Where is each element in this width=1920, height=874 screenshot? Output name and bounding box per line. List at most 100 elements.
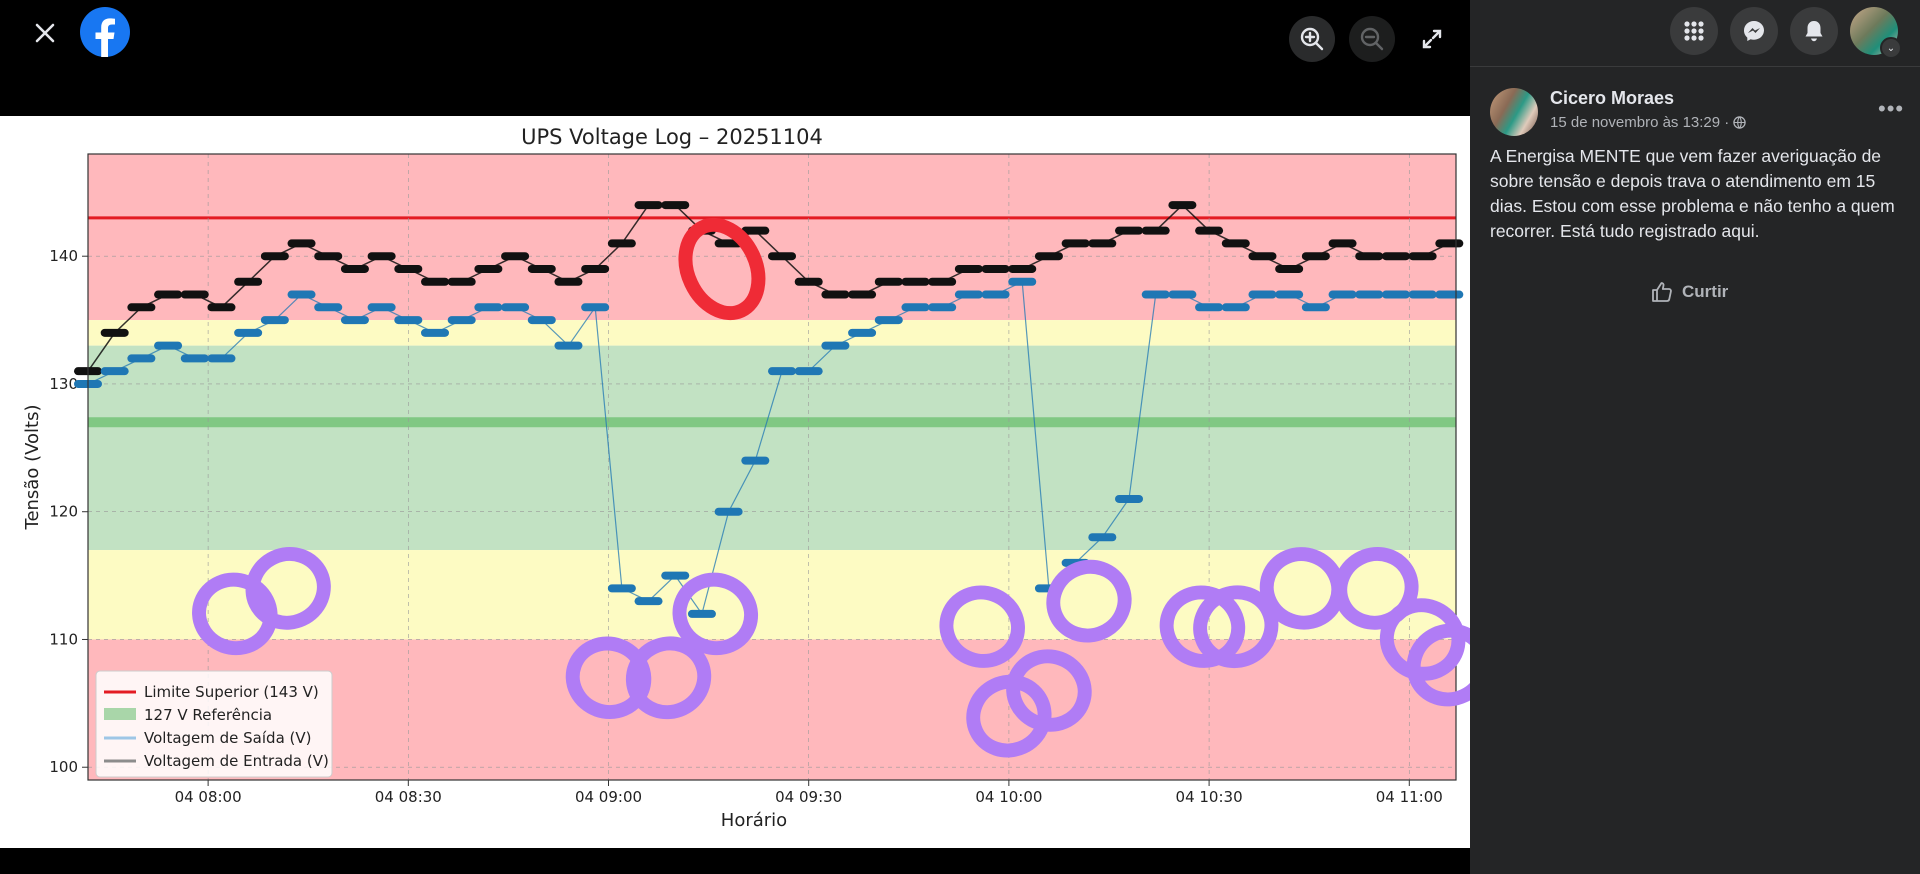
input-voltage-point <box>394 264 423 273</box>
output-voltage-point <box>207 354 236 363</box>
input-voltage-point <box>554 277 583 286</box>
band-green <box>88 345 1456 551</box>
output-voltage-point <box>1168 290 1197 299</box>
output-voltage-point <box>981 290 1010 299</box>
output-voltage-point <box>314 303 343 312</box>
output-voltage-point <box>1008 277 1037 286</box>
input-voltage-point <box>1381 252 1410 261</box>
author-avatar[interactable] <box>1490 88 1538 136</box>
input-voltage-point <box>447 277 476 286</box>
input-voltage-point <box>1301 252 1330 261</box>
photo-viewer: 04 08:00 04 08:30 04 09:00 04 09:30 04 10:00… <box>0 7 1470 848</box>
input-voltage-point <box>1061 239 1090 248</box>
x-tick-label: 04 09:30 <box>775 788 842 806</box>
x-tick-label: 04 08:30 <box>375 788 442 806</box>
output-voltage-point <box>848 328 877 337</box>
messenger-icon[interactable] <box>1730 7 1778 55</box>
output-voltage-point <box>1408 290 1437 299</box>
output-voltage-point <box>741 456 770 465</box>
fullscreen-icon[interactable] <box>1409 16 1455 62</box>
output-voltage-point <box>1141 290 1170 299</box>
zoom-out-icon[interactable] <box>1349 16 1395 62</box>
output-voltage-point <box>607 584 636 593</box>
output-voltage-point <box>581 303 610 312</box>
output-voltage-point <box>928 303 957 312</box>
purple-annotation-circle <box>1046 559 1132 643</box>
output-voltage-point <box>821 341 850 350</box>
input-voltage-point <box>741 226 770 235</box>
input-voltage-point <box>928 277 957 286</box>
output-voltage-point <box>287 290 316 299</box>
output-voltage-point <box>127 354 156 363</box>
input-voltage-point <box>1328 239 1357 248</box>
output-voltage-point <box>768 367 797 376</box>
close-icon[interactable] <box>26 14 64 52</box>
output-voltage-point <box>1275 290 1304 299</box>
account-avatar[interactable]: ⌄ <box>1850 7 1902 59</box>
input-voltage-point <box>1355 252 1384 261</box>
input-voltage-line <box>87 204 1450 372</box>
y-tick-label: 120 <box>49 503 78 521</box>
input-voltage-point <box>1115 226 1144 235</box>
input-voltage-point <box>474 264 503 273</box>
output-voltage-point <box>260 316 289 325</box>
input-voltage-point <box>1435 239 1464 248</box>
post-meta: 15 de novembro às 13:29 · <box>1550 114 1747 131</box>
output-voltage-point <box>954 290 983 299</box>
output-voltage-point <box>1115 494 1144 503</box>
post-date[interactable]: 15 de novembro às 13:29 · <box>1550 114 1730 131</box>
output-voltage-point <box>1435 290 1464 299</box>
input-voltage-point <box>1221 239 1250 248</box>
output-voltage-point <box>234 328 263 337</box>
post-author[interactable]: Cicero Moraes <box>1550 88 1675 108</box>
output-voltage-point <box>340 316 369 325</box>
output-voltage-point <box>901 303 930 312</box>
output-voltage-point <box>474 303 503 312</box>
plot-frame <box>87 153 1457 781</box>
output-voltage-point <box>421 328 450 337</box>
input-voltage-point <box>367 252 396 261</box>
post-sidebar: ⌄ Cicero Moraes 15 de novembro às 13:29 … <box>1470 0 1920 874</box>
output-voltage-point <box>661 571 690 580</box>
legend-box <box>95 670 333 778</box>
output-voltage-point <box>794 367 823 376</box>
band-red <box>88 154 1456 321</box>
input-voltage-point <box>848 290 877 299</box>
legend-label: Limite Superior (143 V) <box>144 683 319 701</box>
chevron-down-icon[interactable]: ⌄ <box>1880 37 1902 59</box>
like-button[interactable]: Curtir <box>1650 280 1728 304</box>
thumbs-up-icon <box>1652 282 1672 302</box>
x-axis-label: Horário <box>721 810 787 831</box>
output-voltage-point <box>527 316 556 325</box>
facebook-logo[interactable] <box>80 7 130 57</box>
bell-icon[interactable] <box>1790 7 1838 55</box>
input-voltage-point <box>661 201 690 210</box>
legend-label: Voltagem de Saída (V) <box>144 729 312 747</box>
input-voltage-point <box>981 264 1010 273</box>
output-voltage-point <box>634 597 663 606</box>
output-voltage-point <box>1221 303 1250 312</box>
output-voltage-point <box>1195 303 1224 312</box>
output-voltage-point <box>1355 290 1384 299</box>
input-voltage-point <box>607 239 636 248</box>
output-voltage-point <box>180 354 209 363</box>
input-voltage-point <box>768 252 797 261</box>
input-voltage-point <box>901 277 930 286</box>
more-options-button[interactable]: ••• <box>1878 96 1905 121</box>
y-axis-label: Tensão (Volts) <box>22 405 43 531</box>
zoom-in-icon[interactable] <box>1289 16 1335 62</box>
purple-annotation-circle <box>245 547 331 630</box>
input-voltage-point <box>180 290 209 299</box>
sidebar-topbar: ⌄ <box>1470 0 1920 67</box>
purple-annotation-circle <box>1406 623 1470 707</box>
input-voltage-point <box>1088 239 1117 248</box>
like-label: Curtir <box>1682 282 1729 301</box>
grid-menu-icon[interactable] <box>1670 7 1718 55</box>
legend-label: 127 V Referência <box>144 706 272 724</box>
input-voltage-point <box>1034 252 1063 261</box>
input-voltage-point <box>287 239 316 248</box>
input-voltage-point <box>314 252 343 261</box>
x-tick-label: 04 10:30 <box>1176 788 1243 806</box>
input-voltage-point <box>634 201 663 210</box>
input-voltage-point <box>154 290 183 299</box>
